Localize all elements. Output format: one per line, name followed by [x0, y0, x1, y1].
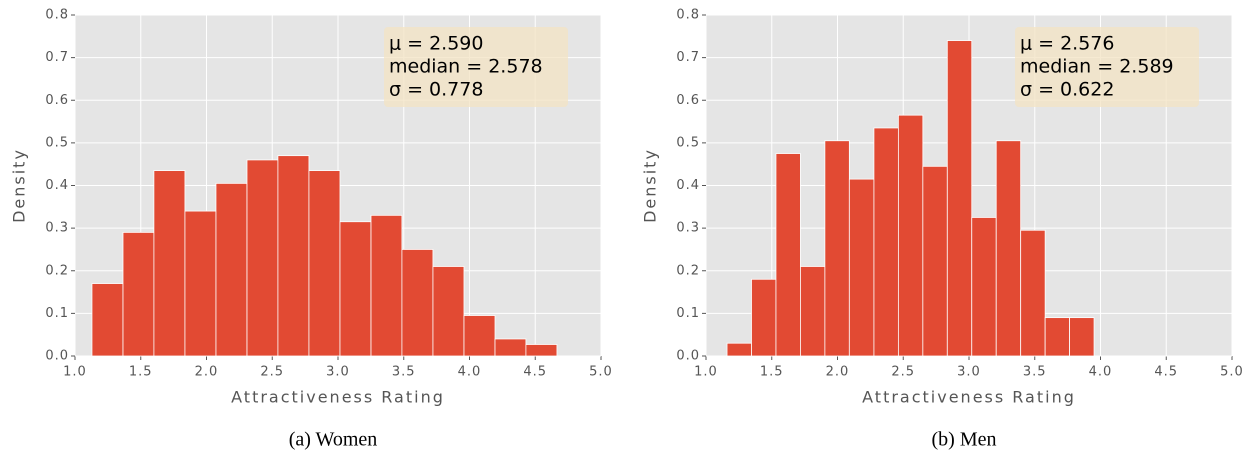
bar	[463, 315, 496, 357]
y-tick-label: 0.2	[676, 263, 700, 278]
bar	[1069, 317, 1095, 357]
bar	[370, 214, 403, 357]
y-tick-label: 0.7	[676, 50, 700, 65]
y-tick-label: 0.6	[676, 93, 700, 108]
bar	[215, 182, 248, 357]
bar	[184, 210, 217, 357]
y-tick-label: 0.0	[676, 349, 700, 364]
y-tick-label: 0.3	[45, 221, 69, 236]
bar	[1020, 229, 1046, 357]
x-axis-label: Attractiveness Rating	[231, 388, 445, 407]
annotation: σ = 0.622	[1020, 79, 1114, 101]
x-tick-label: 4.5	[523, 365, 547, 380]
x-tick-label: 1.0	[694, 365, 718, 380]
bar	[494, 338, 527, 357]
bar	[277, 155, 310, 357]
annotation-box	[1015, 27, 1199, 107]
x-tick-label: 4.0	[1089, 365, 1113, 380]
bar	[897, 114, 924, 357]
bar	[246, 159, 279, 357]
bar	[726, 342, 752, 357]
y-tick-label: 0.6	[45, 93, 69, 108]
x-tick-label: 2.5	[260, 365, 284, 380]
x-axis-label: Attractiveness Rating	[862, 388, 1076, 407]
x-tick-label: 3.5	[392, 365, 416, 380]
bar	[946, 40, 973, 357]
y-tick-label: 0.7	[45, 50, 69, 65]
y-axis-label: Density	[10, 148, 29, 223]
caption: (a) Women	[289, 429, 378, 451]
annotation: μ = 2.576	[1020, 33, 1114, 55]
y-tick-label: 0.5	[676, 135, 700, 150]
bar	[800, 266, 826, 357]
bar	[873, 127, 899, 357]
bar	[432, 266, 465, 357]
bar	[525, 344, 558, 357]
bar	[775, 153, 801, 357]
bar	[995, 140, 1022, 357]
x-tick-label: 5.0	[1220, 365, 1244, 380]
bar	[91, 283, 124, 357]
y-tick-label: 0.5	[45, 135, 69, 150]
bar	[401, 249, 434, 357]
x-tick-label: 5.0	[589, 365, 613, 380]
y-tick-label: 0.8	[45, 8, 69, 23]
bar	[122, 231, 155, 357]
bar	[1044, 317, 1070, 357]
annotation: σ = 0.778	[389, 79, 483, 101]
bar	[153, 170, 186, 357]
y-tick-label: 0.4	[676, 178, 700, 193]
annotation: median = 2.578	[389, 56, 543, 78]
y-tick-label: 0.2	[45, 263, 69, 278]
x-tick-label: 1.5	[129, 365, 153, 380]
bar	[971, 217, 997, 357]
bar	[922, 165, 948, 357]
caption: (b) Men	[932, 429, 997, 451]
y-tick-label: 0.8	[676, 8, 700, 23]
y-tick-label: 0.3	[676, 221, 700, 236]
x-tick-label: 4.0	[458, 365, 482, 380]
x-tick-label: 1.5	[760, 365, 784, 380]
x-tick-label: 1.0	[63, 365, 87, 380]
bar	[751, 278, 777, 357]
annotation: μ = 2.590	[389, 33, 483, 55]
y-tick-label: 0.1	[45, 306, 69, 321]
annotation: median = 2.589	[1020, 56, 1174, 78]
x-tick-label: 3.0	[326, 365, 350, 380]
x-tick-label: 2.5	[891, 365, 915, 380]
bar	[824, 140, 850, 357]
y-tick-label: 0.4	[45, 178, 69, 193]
x-tick-label: 4.5	[1154, 365, 1178, 380]
x-tick-label: 2.0	[826, 365, 850, 380]
x-tick-label: 2.0	[195, 365, 219, 380]
bar	[308, 170, 341, 357]
x-tick-label: 3.5	[1023, 365, 1047, 380]
bar	[848, 178, 875, 357]
y-axis-label: Density	[641, 148, 660, 223]
x-tick-label: 3.0	[957, 365, 981, 380]
y-tick-label: 0.1	[676, 306, 700, 321]
y-tick-label: 0.0	[45, 349, 69, 364]
annotation-box	[384, 27, 568, 107]
bar	[339, 221, 372, 357]
